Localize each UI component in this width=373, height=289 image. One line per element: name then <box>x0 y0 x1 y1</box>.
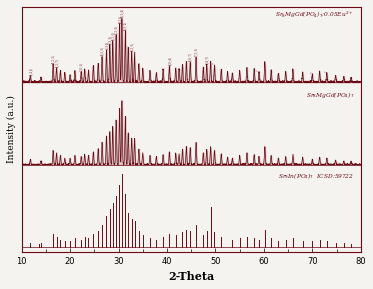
Text: (6,0,-7): (6,0,-7) <box>188 52 192 61</box>
Text: (4,2,-5): (4,2,-5) <box>100 46 104 55</box>
Text: 7: 7 <box>126 45 130 46</box>
Text: (2,3,0): (2,3,0) <box>104 40 109 49</box>
Text: (1,4,1): (1,4,1) <box>28 66 32 75</box>
Text: (0,3,1): (0,3,1) <box>117 14 122 23</box>
Text: (1,2,-5): (1,2,-5) <box>51 54 55 63</box>
Text: (2,0,-1): (2,0,-1) <box>79 62 83 71</box>
Text: ?: ? <box>310 71 314 73</box>
Text: (1,2,-7): (1,2,-7) <box>54 58 59 67</box>
Text: (4,2,-5): (4,2,-5) <box>111 31 115 40</box>
Text: (2,3,-1): (2,3,-1) <box>108 34 112 44</box>
Text: (6,4,-7): (6,4,-7) <box>205 54 209 64</box>
Text: (4,3,-5): (4,3,-5) <box>129 42 134 51</box>
Text: Sr$_9$In(PO$_4$)$_7$  ICSD:59722: Sr$_9$In(PO$_4$)$_7$ ICSD:59722 <box>278 171 354 181</box>
Text: 7: 7 <box>213 63 216 64</box>
Text: Sr$_8$MgGd(PO$_4$)$_7$: Sr$_8$MgGd(PO$_4$)$_7$ <box>305 90 354 100</box>
Text: (6,0,-4): (6,0,-4) <box>167 56 171 65</box>
Text: Sr$_8$MgGd(PO$_4$)$_7$:0.05Eu$^{2+}$: Sr$_8$MgGd(PO$_4$)$_7$:0.05Eu$^{2+}$ <box>276 9 354 20</box>
Text: (7,3,-1): (7,3,-1) <box>194 47 198 56</box>
Text: (2,3,-3): (2,3,-3) <box>114 24 118 34</box>
X-axis label: 2-Theta: 2-Theta <box>168 271 214 282</box>
Text: (4,3,-2): (4,3,-2) <box>123 21 127 30</box>
Text: ?: ? <box>257 70 261 71</box>
Y-axis label: Intensity (a.u.): Intensity (a.u.) <box>7 95 16 163</box>
Text: (4,1,-4): (4,1,-4) <box>120 8 124 17</box>
Text: ?: ? <box>325 71 329 72</box>
